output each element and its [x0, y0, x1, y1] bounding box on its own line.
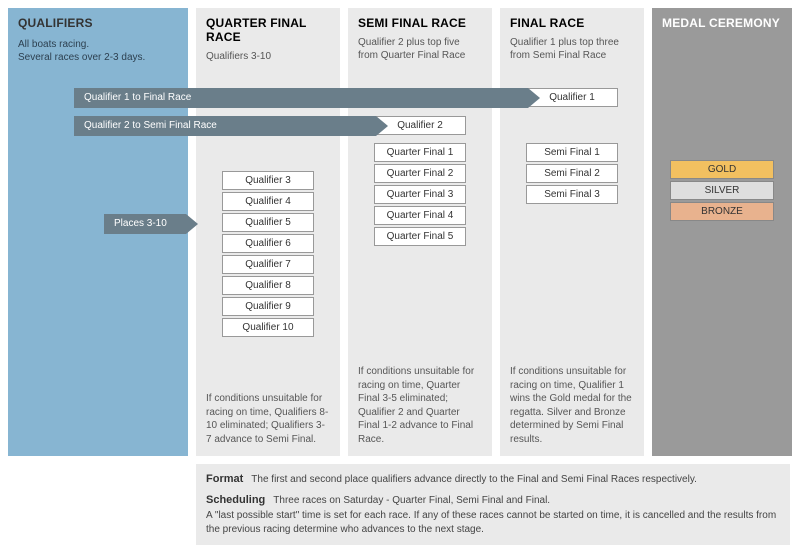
quarter-note: If conditions unsuitable for racing on t…	[206, 392, 330, 446]
arrow-label: Places 3-10	[114, 218, 167, 229]
stage-box: Quarter Final 3	[374, 185, 466, 204]
quarter-boxes: Qualifier 3 Qualifier 4 Qualifier 5 Qualifi…	[206, 171, 330, 337]
semi-boxes: Quarter Final 1 Quarter Final 2 Quarter Fi…	[358, 143, 482, 246]
stage-box: Quarter Final 4	[374, 206, 466, 225]
qualifiers-title: QUALIFIERS	[18, 16, 178, 30]
medal-silver: SILVER	[670, 181, 774, 200]
quarter-sub: Qualifiers 3-10	[206, 50, 330, 63]
arrow-q2-to-semi: Qualifier 2 to Semi Final Race	[74, 116, 376, 136]
stage-box: Semi Final 1	[526, 143, 618, 162]
arrow-label: Qualifier 2 to Semi Final Race	[84, 120, 217, 131]
quarter-title: QUARTER FINAL RACE	[206, 16, 330, 44]
medal-boxes: GOLD SILVER BRONZE	[662, 160, 782, 221]
stage-box: Qualifier 5	[222, 213, 314, 232]
medal-ceremony-column: MEDAL CEREMONY GOLD SILVER BRONZE	[652, 8, 792, 456]
semi-sub: Qualifier 2 plus top five from Quarter F…	[358, 36, 482, 62]
format-footer: Format The first and second place qualifi…	[196, 464, 790, 545]
stage-box: Qualifier 10	[222, 318, 314, 337]
scheduling-heading: Scheduling	[206, 494, 265, 506]
qualifiers-desc: All boats racing. Several races over 2-3…	[18, 38, 178, 64]
stage-box: Qualifier 7	[222, 255, 314, 274]
final-race-column: FINAL RACE Qualifier 1 plus top three fr…	[500, 8, 644, 456]
stage-box: Qualifier 6	[222, 234, 314, 253]
stage-box: Qualifier 9	[222, 297, 314, 316]
scheduling-text-1: Three races on Saturday - Quarter Final,…	[273, 495, 550, 506]
final-note: If conditions unsuitable for racing on t…	[510, 365, 634, 446]
stage-box: Quarter Final 2	[374, 164, 466, 183]
stage-box: Qualifier 4	[222, 192, 314, 211]
format-text: The first and second place qualifiers ad…	[251, 474, 697, 485]
quarter-final-column: QUARTER FINAL RACE Qualifiers 3-10 Quali…	[196, 8, 340, 456]
stage-box: Semi Final 3	[526, 185, 618, 204]
final-sub: Qualifier 1 plus top three from Semi Fin…	[510, 36, 634, 62]
medal-gold: GOLD	[670, 160, 774, 179]
arrow-q1-to-final: Qualifier 1 to Final Race	[74, 88, 528, 108]
scheduling-text-2: A "last possible start" time is set for …	[206, 509, 780, 537]
stage-box: Quarter Final 5	[374, 227, 466, 246]
final-title: FINAL RACE	[510, 16, 634, 30]
arrow-places-3-10: Places 3-10	[104, 214, 186, 234]
format-heading: Format	[206, 473, 243, 485]
stage-box: Quarter Final 1	[374, 143, 466, 162]
stage-box: Qualifier 8	[222, 276, 314, 295]
semi-final-column: SEMI FINAL RACE Qualifier 2 plus top fiv…	[348, 8, 492, 456]
medal-bronze: BRONZE	[670, 202, 774, 221]
stage-box: Semi Final 2	[526, 164, 618, 183]
semi-note: If conditions unsuitable for racing on t…	[358, 365, 482, 446]
medal-title: MEDAL CEREMONY	[662, 16, 782, 30]
arrow-label: Qualifier 1 to Final Race	[84, 92, 191, 103]
final-boxes: Semi Final 1 Semi Final 2 Semi Final 3	[510, 143, 634, 204]
stage-box: Qualifier 3	[222, 171, 314, 190]
semi-title: SEMI FINAL RACE	[358, 16, 482, 30]
regatta-format-diagram: QUALIFIERS All boats racing. Several rac…	[0, 0, 800, 544]
